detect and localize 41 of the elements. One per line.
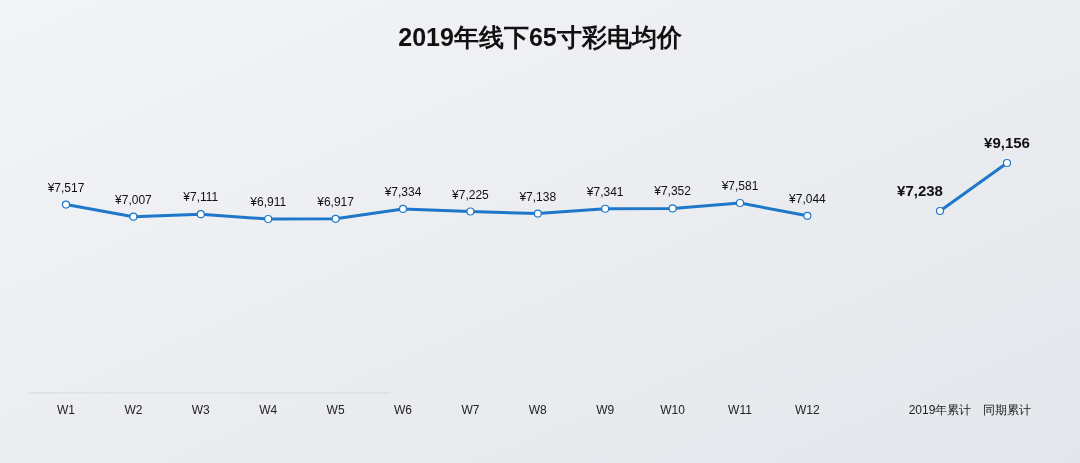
x-tick-label: W12: [795, 403, 821, 417]
data-label: ¥7,581: [720, 179, 759, 193]
point: [196, 210, 205, 219]
x-tick-label: W10: [660, 403, 686, 417]
data-label: ¥7,044: [788, 191, 827, 206]
x-tick-label: W5: [326, 403, 345, 417]
point: [668, 204, 677, 213]
data-label: ¥7,111: [182, 190, 219, 205]
x-tick-label: W11: [728, 403, 753, 417]
data-label: ¥9,156: [984, 134, 1030, 151]
data-label: ¥6,911: [249, 195, 287, 209]
point: [735, 198, 745, 208]
data-label: ¥6,917: [316, 194, 355, 209]
data-label: ¥7,238: [897, 182, 943, 199]
x-tick-label: W2: [124, 403, 143, 417]
x-tick-label: W9: [596, 403, 615, 417]
x-tick-label: W7: [461, 403, 480, 417]
point: [466, 207, 475, 216]
point: [601, 204, 610, 213]
data-label: ¥7,517: [46, 180, 85, 195]
x-tick-label: W1: [57, 403, 76, 417]
x-tick-label: W6: [394, 403, 413, 417]
point: [533, 209, 542, 218]
chart-title: 2019年线下65寸彩电均价: [398, 23, 683, 51]
point: [129, 212, 138, 221]
x-tick-label: 2019年累计: [908, 403, 972, 417]
x-tick-label: 同期累计: [983, 403, 1031, 417]
point: [264, 214, 273, 224]
data-label: ¥7,225: [451, 187, 490, 202]
data-label: ¥7,007: [114, 192, 153, 207]
point: [398, 204, 408, 213]
x-tick-label: W4: [259, 403, 278, 417]
point: [331, 214, 340, 223]
point: [61, 200, 71, 209]
data-label: ¥7,138: [518, 189, 557, 204]
x-tick-label: W3: [191, 403, 211, 417]
x-tick-label: W8: [528, 403, 548, 417]
data-label: ¥7,341: [585, 184, 624, 199]
data-label: ¥7,334: [383, 184, 422, 199]
data-label: ¥7,352: [653, 184, 692, 199]
point: [803, 211, 812, 220]
